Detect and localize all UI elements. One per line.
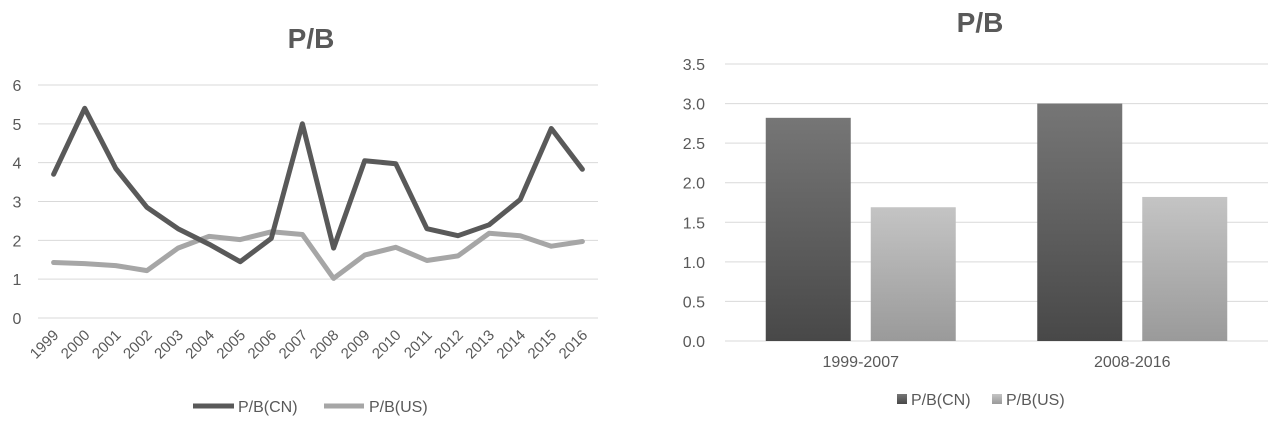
x-tick-label: 2012 bbox=[431, 327, 467, 363]
x-tick-label: 2009 bbox=[338, 327, 374, 363]
bar-chart-x-axis: 1999-2007 2008-2016 bbox=[822, 354, 1170, 371]
y-tick-label: 2.0 bbox=[683, 176, 705, 193]
x-tick-label: 2006 bbox=[245, 327, 281, 363]
x-tick-label: 1999 bbox=[27, 327, 63, 363]
bar-pbus-2008-2016 bbox=[1142, 196, 1228, 341]
x-tick-label: 2011 bbox=[401, 327, 436, 362]
line-chart-legend[interactable]: P/B(CN) P/B(US) bbox=[193, 399, 428, 416]
bar-chart: P/B 0.0 0.5 1.0 1.5 2.0 2.5 3.0 3.5 1999-2007 20… bbox=[683, 7, 1268, 409]
y-tick-label: 0.5 bbox=[683, 294, 705, 311]
y-tick-label: 2 bbox=[13, 233, 22, 250]
y-tick-label: 0 bbox=[13, 311, 22, 328]
y-tick-label: 3.5 bbox=[683, 57, 705, 74]
x-tick-label: 1999-2007 bbox=[822, 354, 899, 371]
bar-pbcn-2008-2016 bbox=[1037, 103, 1123, 341]
x-tick-label: 2002 bbox=[120, 327, 156, 363]
y-tick-label: 5 bbox=[13, 117, 22, 134]
y-tick-label: 0.0 bbox=[683, 334, 705, 351]
x-tick-label: 2005 bbox=[213, 327, 249, 363]
x-tick-label: 2001 bbox=[89, 327, 125, 363]
y-tick-label: 1 bbox=[13, 272, 22, 289]
legend-label-us: P/B(US) bbox=[1006, 392, 1065, 409]
legend-label-cn: P/B(CN) bbox=[238, 399, 298, 416]
bar-pbus-1999-2007 bbox=[870, 207, 956, 341]
series-line-pbcn bbox=[51, 105, 585, 265]
series-line-pbus bbox=[51, 229, 585, 281]
line-chart-series bbox=[51, 105, 585, 281]
y-tick-label: 6 bbox=[13, 78, 22, 95]
y-tick-label: 3.0 bbox=[683, 97, 705, 114]
x-tick-label: 2014 bbox=[493, 327, 529, 363]
line-chart-y-axis: 0 1 2 3 4 5 6 bbox=[13, 78, 22, 328]
bar-chart-legend[interactable]: P/B(CN) P/B(US) bbox=[897, 392, 1065, 409]
y-tick-label: 3 bbox=[13, 195, 22, 212]
x-tick-label: 2000 bbox=[58, 327, 94, 363]
legend-swatch-cn bbox=[897, 394, 907, 404]
legend-label-us: P/B(US) bbox=[369, 399, 428, 416]
x-tick-label: 2008 bbox=[307, 327, 343, 363]
bar-chart-y-axis: 0.0 0.5 1.0 1.5 2.0 2.5 3.0 3.5 bbox=[683, 57, 705, 351]
y-tick-label: 2.5 bbox=[683, 136, 705, 153]
y-tick-label: 1.5 bbox=[683, 215, 705, 232]
bar-chart-title: P/B bbox=[957, 7, 1004, 38]
legend-swatch-us bbox=[992, 394, 1002, 404]
legend-label-cn: P/B(CN) bbox=[911, 392, 971, 409]
y-tick-label: 4 bbox=[13, 156, 22, 173]
x-tick-label: 2015 bbox=[525, 327, 561, 363]
x-tick-label: 2007 bbox=[276, 327, 312, 363]
bar-pbcn-1999-2007 bbox=[765, 117, 851, 342]
y-tick-label: 1.0 bbox=[683, 255, 705, 272]
bar-chart-bars bbox=[765, 103, 1228, 342]
line-chart-x-axis: 1999200020012002200320042005200620072008… bbox=[27, 327, 592, 363]
line-chart: P/B 0 1 2 3 4 5 6 1999200020012002200320042005… bbox=[13, 23, 598, 416]
x-tick-label: 2016 bbox=[556, 327, 592, 363]
x-tick-label: 2003 bbox=[151, 327, 187, 363]
line-chart-title: P/B bbox=[288, 23, 335, 54]
line-chart-gridlines bbox=[38, 84, 598, 319]
x-tick-label: 2013 bbox=[462, 327, 498, 363]
x-tick-label: 2010 bbox=[369, 327, 405, 363]
x-tick-label: 2004 bbox=[182, 327, 218, 363]
x-tick-label: 2008-2016 bbox=[1094, 354, 1171, 371]
